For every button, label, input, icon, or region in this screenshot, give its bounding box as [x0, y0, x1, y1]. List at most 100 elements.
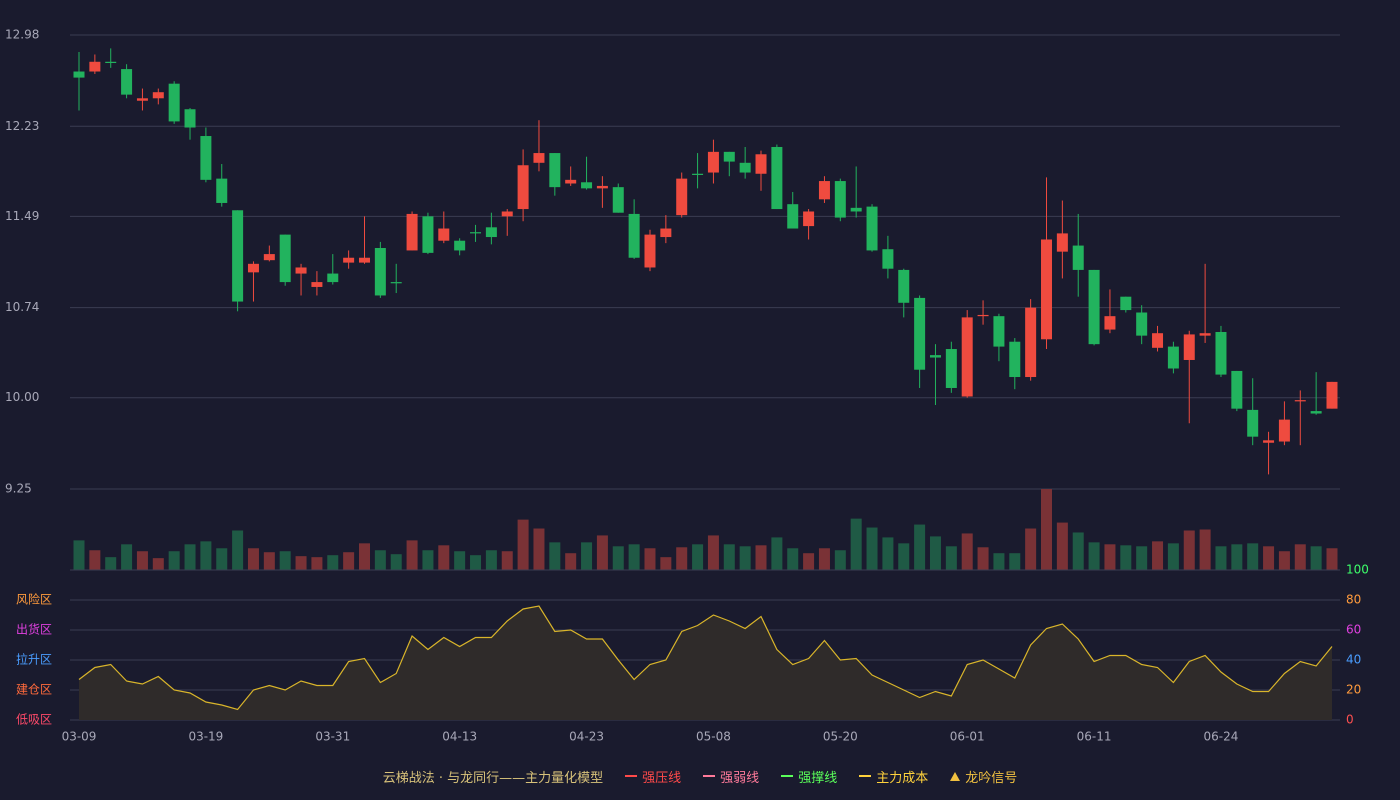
volume-bar: [438, 545, 450, 570]
volume-bar: [152, 558, 164, 570]
volume-bar: [343, 552, 355, 570]
candle-body: [422, 216, 434, 253]
legend-item: 龙吟信号: [950, 767, 1017, 786]
candle-body: [1183, 334, 1195, 360]
volume-bar: [993, 553, 1005, 570]
volume-bar: [549, 542, 561, 570]
candle-body: [247, 263, 259, 273]
x-tick-label: 05-20: [823, 730, 858, 744]
volume-bar: [1247, 543, 1259, 570]
candle-body: [73, 71, 85, 78]
candle-body: [517, 165, 529, 210]
volume-bar: [945, 546, 957, 570]
legend-label: 龙吟信号: [965, 770, 1018, 786]
candle-body: [1294, 400, 1306, 402]
volume-bar: [200, 541, 212, 570]
candle-body: [105, 61, 117, 63]
volume-bar: [739, 546, 751, 570]
volume-bar: [184, 544, 196, 570]
volume-bar: [898, 543, 910, 570]
candle-body: [803, 211, 815, 227]
volume-bar: [517, 519, 529, 570]
x-tick-label: 03-19: [188, 730, 223, 744]
volume-bar: [168, 551, 180, 570]
candle-body: [279, 234, 291, 283]
candle-body: [961, 317, 973, 397]
volume-bar: [929, 536, 941, 570]
candle-body: [1072, 245, 1084, 270]
legend-item: 主力成本: [859, 767, 928, 786]
x-tick-label: 04-13: [442, 730, 477, 744]
volume-bar: [1152, 541, 1164, 570]
volume-bar: [771, 537, 783, 570]
y-tick-label: 0: [1346, 713, 1354, 727]
volume-bar: [501, 551, 513, 570]
volume-bar: [263, 552, 275, 570]
candle-body: [454, 240, 466, 251]
legend-swatch: [703, 775, 716, 777]
candle-body: [993, 316, 1005, 347]
candle-body: [628, 213, 640, 258]
volume-bar: [358, 543, 370, 570]
y-tick-label: 60: [1346, 623, 1361, 637]
candle-body: [200, 136, 212, 180]
candle-body: [612, 187, 624, 213]
candle-body: [581, 182, 593, 189]
volume-bar: [803, 553, 815, 570]
candle-body: [470, 232, 482, 234]
candle-body: [263, 254, 275, 261]
x-tick-label: 03-31: [315, 730, 350, 744]
candle-body: [707, 151, 719, 173]
volume-bar: [818, 548, 830, 570]
volume-bar: [1167, 543, 1179, 570]
volume-bar: [914, 524, 926, 570]
legend-label: 主力成本: [876, 770, 929, 786]
legend-item: 强压线: [625, 767, 681, 786]
candle-body: [295, 267, 307, 274]
candle-body: [152, 92, 164, 99]
candle-body: [834, 181, 846, 218]
candle-body: [723, 151, 735, 162]
candle-body: [1136, 312, 1148, 336]
volume-bar: [644, 548, 656, 570]
indicator-line: [78, 605, 1333, 711]
volume-bar: [612, 546, 624, 570]
candle-body: [327, 273, 339, 283]
candle-body: [89, 61, 101, 72]
candle-body: [390, 282, 402, 284]
legend-swatch: [625, 775, 638, 777]
volume-bar: [89, 550, 101, 570]
volume-bar: [787, 548, 799, 570]
candle-body: [1263, 440, 1275, 443]
volume-bar: [723, 544, 735, 570]
candle-body: [168, 83, 180, 122]
volume-bar: [1310, 546, 1322, 570]
legend-label: 强弱线: [720, 770, 760, 786]
zone-label: 风险区: [16, 592, 52, 607]
candle-body: [1152, 333, 1164, 348]
candle-body: [1009, 341, 1021, 378]
legend-swatch: [950, 771, 961, 781]
candle-body: [1088, 269, 1100, 345]
volume-bar: [533, 528, 545, 570]
y-tick-label: 12.23: [5, 119, 39, 133]
candle-body: [216, 178, 228, 203]
zone-label: 低吸区: [16, 713, 52, 727]
volume-bar: [422, 550, 434, 570]
volume-bar: [1041, 489, 1053, 570]
candle-body: [914, 297, 926, 370]
zone-label: 拉升区: [16, 652, 52, 667]
volume-bar: [1104, 544, 1116, 570]
volume-bar: [232, 530, 244, 570]
volume-bar: [1136, 546, 1148, 570]
candle-body: [311, 282, 323, 287]
y-tick-label: 40: [1346, 653, 1361, 667]
y-tick-label: 100: [1346, 563, 1369, 577]
candle-body: [1025, 307, 1037, 378]
candle-body: [1215, 331, 1227, 375]
candle-body: [1231, 370, 1243, 409]
volume-bar: [834, 550, 846, 570]
volume-bar: [136, 551, 148, 570]
chart: 9.25 10.00 10.74 11.49 12.23 12.98 0 20 40 60 80 10…: [5, 28, 1369, 744]
